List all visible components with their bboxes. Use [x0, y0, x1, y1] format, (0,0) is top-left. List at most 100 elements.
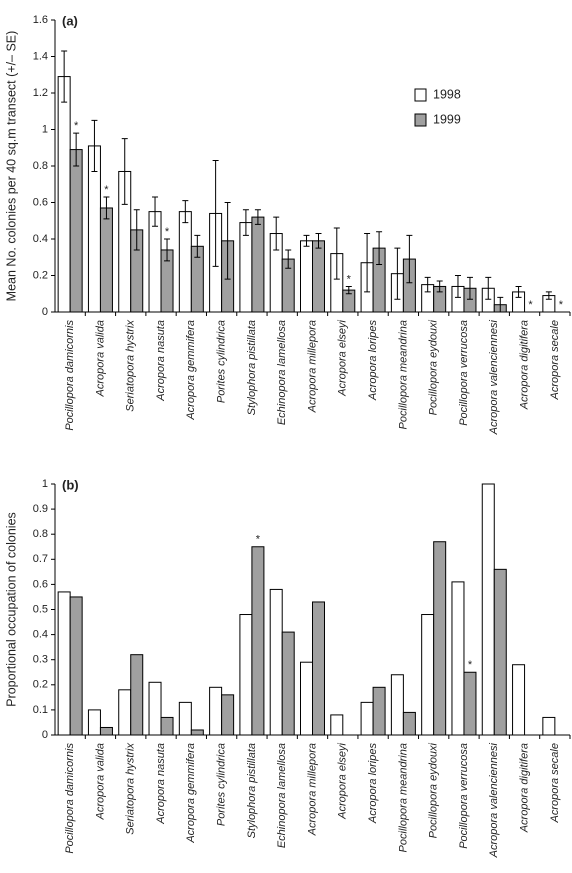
error-bar [212, 160, 219, 267]
bar [281, 631, 295, 736]
y-tick-label: 0.6 [33, 196, 48, 208]
error-bar [103, 196, 110, 220]
y-tick-label: 0.2 [33, 269, 48, 281]
significance-mark: * [559, 299, 564, 311]
bar [239, 222, 253, 313]
x-tick-label: Acropora gemmifera [185, 320, 197, 421]
y-axis-label: Proportional occupation of colonies [4, 512, 18, 707]
x-tick-label: Pocillopora damicornis [64, 320, 76, 431]
x-tick-label: Pocillopora verrucosa [458, 320, 470, 426]
significance-mark: * [256, 534, 261, 546]
bar [130, 654, 144, 736]
x-tick-label: Stylophora pistillata [246, 743, 258, 838]
y-tick-label: 1.2 [33, 87, 48, 99]
chart-title: (a) [62, 13, 78, 28]
y-tick-label: 0.8 [33, 160, 48, 172]
error-bar [73, 132, 80, 167]
bar [99, 726, 113, 736]
x-tick-label: Stylophora pistillata [246, 320, 258, 415]
bar [421, 614, 435, 736]
bar [190, 729, 204, 736]
y-tick-label: 1.4 [33, 50, 48, 62]
x-tick-label: Acropora millepora [306, 320, 318, 413]
y-tick-label: 0.3 [33, 654, 48, 666]
x-tick-label: Acropora digitifera [518, 743, 530, 833]
bar [481, 483, 495, 736]
legend-label: 1998 [433, 87, 461, 101]
x-tick-label: Acropora valenciennesi [488, 742, 500, 858]
x-tick-label: Acropora valida [94, 320, 106, 397]
x-tick-label: Acropora loripes [367, 320, 379, 402]
bar [99, 207, 113, 313]
x-tick-label: Pocillopora meandrina [397, 743, 409, 852]
bar [209, 686, 223, 736]
bar [178, 701, 192, 736]
bar [542, 716, 556, 736]
x-tick-label: Echinopora lamellosa [276, 743, 288, 848]
x-tick-label: Acropora millepora [306, 743, 318, 836]
bar [57, 76, 71, 313]
significance-mark: * [468, 659, 473, 671]
y-tick-label: 0.4 [33, 629, 48, 641]
error-bar [454, 275, 461, 298]
y-tick-label: 0 [42, 306, 48, 318]
x-tick-label: Acropora nasuta [155, 320, 167, 402]
error-bar [436, 280, 443, 293]
bar [312, 240, 325, 313]
y-tick-label: 1 [42, 478, 48, 490]
x-tick-label: Pocillopora damicornis [64, 743, 76, 854]
bar [269, 588, 283, 736]
bar [160, 716, 174, 736]
bar [239, 614, 253, 736]
error-bar [164, 238, 171, 262]
significance-mark: * [347, 273, 352, 285]
x-tick-label: Acropora gemmifera [185, 743, 197, 844]
bar [69, 596, 83, 736]
bar [118, 689, 132, 736]
x-tick-label: Echinopora lamellosa [276, 320, 288, 425]
x-tick-label: Pocillopora eydouxi [428, 319, 440, 415]
y-tick-label: 1 [42, 123, 48, 135]
bar [433, 541, 447, 736]
y-tick-label: 0.4 [33, 233, 48, 245]
error-bar [303, 234, 310, 247]
bar [493, 568, 507, 736]
x-tick-label: Acropora valida [94, 743, 106, 820]
error-bar [485, 276, 492, 300]
y-tick-label: 0.6 [33, 578, 48, 590]
x-tick-label: Pocillopora eydouxi [428, 742, 440, 838]
significance-mark: * [528, 299, 533, 311]
legend-label: 1999 [433, 112, 461, 126]
error-bar [545, 291, 552, 300]
error-bar [242, 209, 249, 236]
error-bar [224, 202, 231, 280]
significance-mark: * [104, 184, 109, 196]
bar [69, 149, 83, 313]
bar [451, 581, 465, 736]
error-bar [254, 209, 261, 225]
y-tick-label: 1.6 [33, 14, 48, 26]
x-tick-label: Acropora elseyi [337, 319, 349, 396]
y-tick-label: 0 [42, 729, 48, 741]
y-tick-label: 0.8 [33, 528, 48, 540]
y-tick-label: 0.2 [33, 679, 48, 691]
error-bar [194, 234, 201, 258]
bar [330, 714, 344, 736]
error-bar [376, 231, 383, 266]
x-tick-label: Porites cylindrica [216, 743, 228, 826]
bar [300, 240, 313, 313]
bar [360, 701, 374, 736]
x-tick-label: Pocillopora meandrina [397, 320, 409, 429]
bar [402, 711, 416, 736]
x-tick-label: Acropora secale [549, 743, 561, 824]
error-bar [394, 247, 401, 300]
error-bar [364, 233, 371, 293]
x-tick-label: Acropora digitifera [518, 320, 530, 410]
bar [221, 694, 235, 736]
bar [57, 591, 71, 736]
bar [251, 546, 265, 736]
error-bar [285, 249, 292, 269]
x-tick-label: Porites cylindrica [216, 320, 228, 403]
error-bar [345, 285, 352, 295]
